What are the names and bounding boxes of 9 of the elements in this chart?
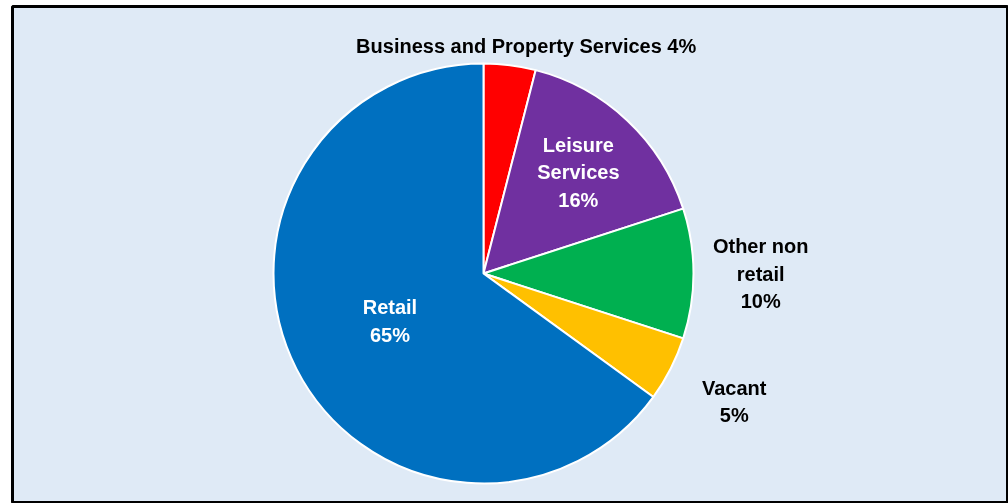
data-label: 5% — [719, 404, 749, 426]
slice-label: Business and Property Services 4% — [356, 35, 697, 58]
data-label: 16% — [558, 188, 599, 211]
slice-label: Leisure Services — [537, 133, 620, 184]
slice-label: Other non retail — [712, 235, 809, 285]
data-label: 65% — [369, 323, 411, 346]
slice-label: Retail — [362, 296, 418, 319]
slice-label: Vacant — [701, 376, 767, 399]
data-label: 10% — [740, 290, 781, 312]
